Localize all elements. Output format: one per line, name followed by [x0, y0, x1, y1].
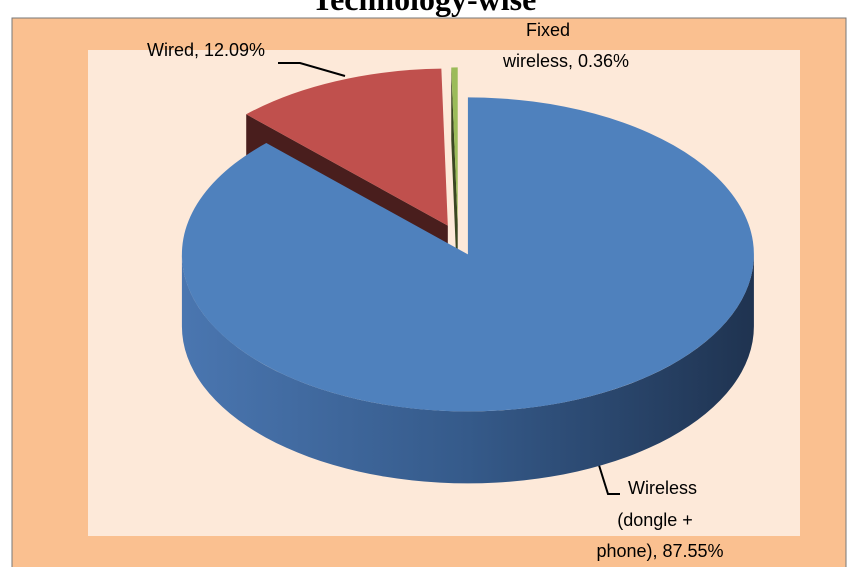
data-label: (dongle +: [617, 510, 693, 530]
leader-line: [597, 461, 620, 495]
leader-line: [278, 62, 346, 77]
chart-title: Technology-wise: [312, 0, 537, 17]
pie-slice: [246, 68, 448, 226]
data-label: Wired, 12.09%: [147, 40, 265, 60]
data-label: phone), 87.55%: [596, 541, 723, 561]
pie-slice: [451, 67, 458, 225]
data-label: wireless, 0.36%: [502, 51, 629, 71]
pie-slice-wall: [451, 67, 458, 297]
pie-slice-side: [181, 254, 754, 484]
pie: [181, 67, 754, 484]
labels: Wireless (dongle + phone), 87.55% Wired, 12…: [147, 20, 724, 561]
data-label: Fixed: [526, 20, 570, 40]
data-label: Wireless: [628, 478, 697, 498]
pie-slice: [181, 97, 754, 412]
